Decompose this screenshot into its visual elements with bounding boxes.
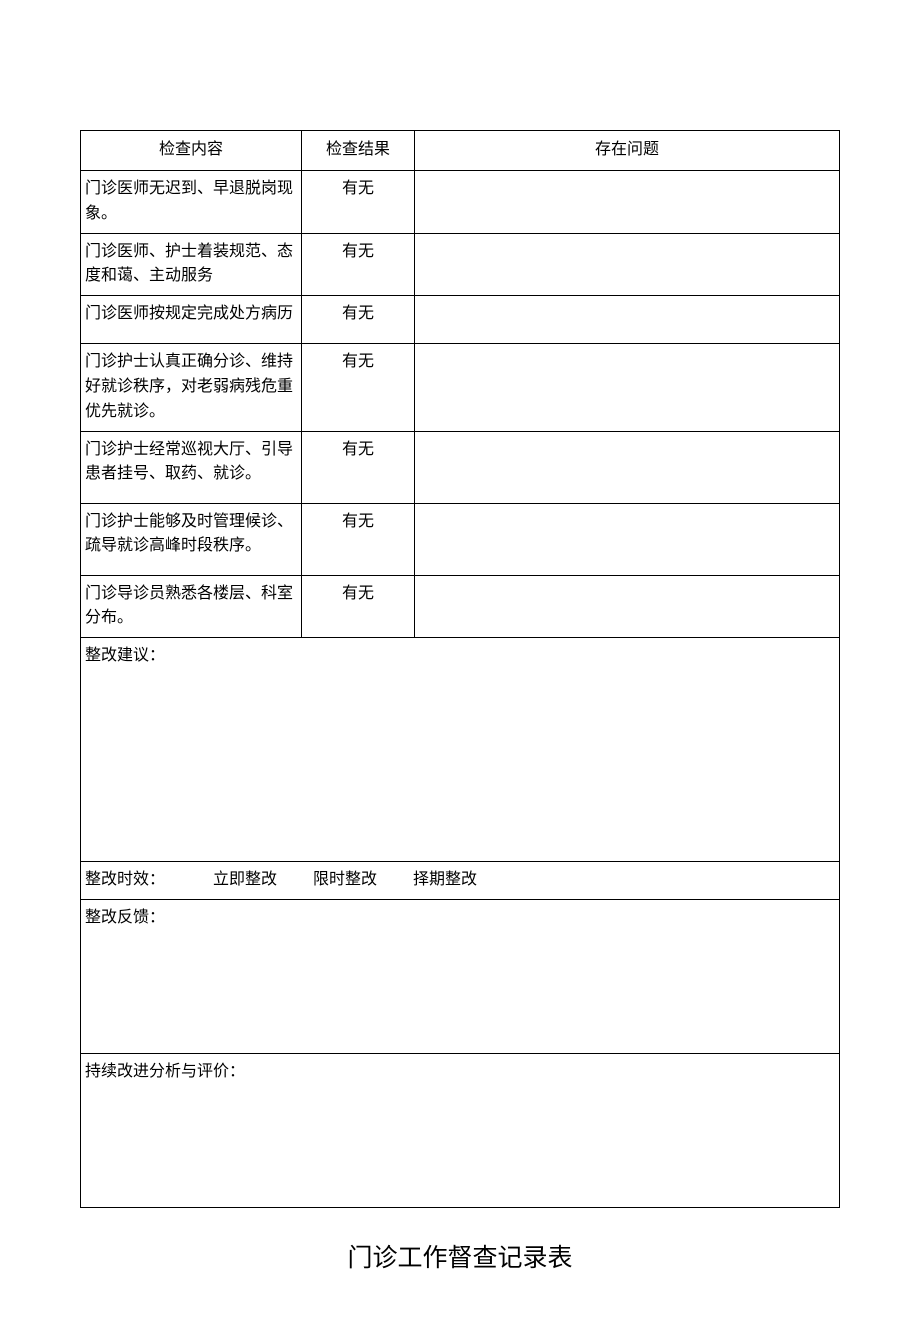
content-cell: 门诊医师按规定完成处方病历	[81, 296, 302, 344]
result-cell: 有无	[302, 575, 415, 638]
header-problem: 存在问题	[415, 131, 840, 171]
result-cell: 有无	[302, 431, 415, 503]
header-result: 检查结果	[302, 131, 415, 171]
problem-cell	[415, 296, 840, 344]
timing-label: 整改时效：	[85, 868, 165, 893]
inspection-table: 检查内容 检查结果 存在问题 门诊医师无迟到、早退脱岗现象。 有无 门诊医师、护…	[80, 130, 840, 1208]
header-content: 检查内容	[81, 131, 302, 171]
timing-row: 整改时效： 立即整改 限时整改 择期整改	[81, 862, 840, 900]
analysis-row: 持续改进分析与评价：	[81, 1053, 840, 1207]
timing-cell: 整改时效： 立即整改 限时整改 择期整改	[81, 862, 840, 900]
result-cell: 有无	[302, 233, 415, 296]
result-cell: 有无	[302, 503, 415, 575]
table-row: 门诊医师、护士着装规范、态度和蔼、主动服务 有无	[81, 233, 840, 296]
problem-cell	[415, 503, 840, 575]
table-row: 门诊导诊员熟悉各楼层、科室分布。 有无	[81, 575, 840, 638]
problem-cell	[415, 171, 840, 234]
content-cell: 门诊护士能够及时管理候诊、疏导就诊高峰时段秩序。	[81, 503, 302, 575]
result-cell: 有无	[302, 171, 415, 234]
problem-cell	[415, 575, 840, 638]
problem-cell	[415, 233, 840, 296]
feedback-cell: 整改反馈：	[81, 899, 840, 1053]
content-cell: 门诊护士认真正确分诊、维持好就诊秩序，对老弱病残危重优先就诊。	[81, 344, 302, 431]
result-cell: 有无	[302, 344, 415, 431]
timing-option-scheduled: 择期整改	[413, 868, 477, 893]
page-title: 门诊工作督查记录表	[80, 1238, 840, 1274]
table-row: 门诊护士经常巡视大厅、引导患者挂号、取药、就诊。 有无	[81, 431, 840, 503]
feedback-row: 整改反馈：	[81, 899, 840, 1053]
table-row: 门诊医师按规定完成处方病历 有无	[81, 296, 840, 344]
content-cell: 门诊医师无迟到、早退脱岗现象。	[81, 171, 302, 234]
content-cell: 门诊医师、护士着装规范、态度和蔼、主动服务	[81, 233, 302, 296]
table-row: 门诊医师无迟到、早退脱岗现象。 有无	[81, 171, 840, 234]
suggestions-cell: 整改建议：	[81, 638, 840, 862]
problem-cell	[415, 344, 840, 431]
content-cell: 门诊护士经常巡视大厅、引导患者挂号、取药、就诊。	[81, 431, 302, 503]
suggestions-row: 整改建议：	[81, 638, 840, 862]
problem-cell	[415, 431, 840, 503]
content-cell: 门诊导诊员熟悉各楼层、科室分布。	[81, 575, 302, 638]
timing-option-limited: 限时整改	[313, 868, 377, 893]
header-row: 检查内容 检查结果 存在问题	[81, 131, 840, 171]
table-row: 门诊护士能够及时管理候诊、疏导就诊高峰时段秩序。 有无	[81, 503, 840, 575]
analysis-cell: 持续改进分析与评价：	[81, 1053, 840, 1207]
timing-option-immediate: 立即整改	[213, 868, 277, 893]
result-cell: 有无	[302, 296, 415, 344]
table-row: 门诊护士认真正确分诊、维持好就诊秩序，对老弱病残危重优先就诊。 有无	[81, 344, 840, 431]
